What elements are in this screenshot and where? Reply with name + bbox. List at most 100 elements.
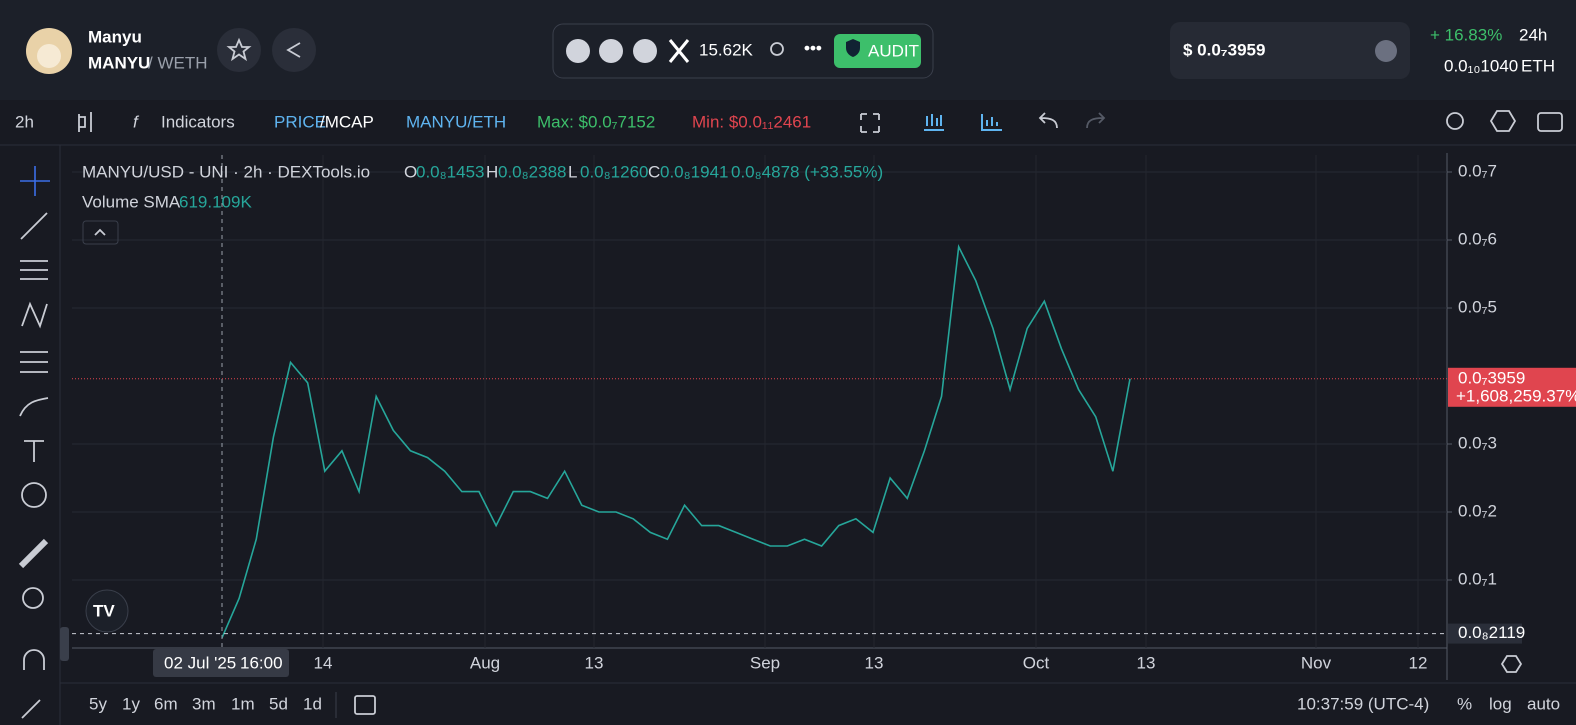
magnet-tool[interactable] [23,649,45,670]
edit-tool[interactable] [21,699,41,719]
x-tick-label: 13 [1137,653,1156,672]
percent-toggle[interactable]: % [1457,694,1472,713]
pair-base: MANYU [88,53,150,72]
axis-settings-icon[interactable] [1500,655,1523,673]
date-range-icon[interactable] [354,695,376,715]
x-tick-label: 13 [865,653,884,672]
x-tick-label: Oct [1023,653,1050,672]
fib-tool[interactable] [20,260,48,280]
x-link[interactable] [668,39,690,63]
price-line [221,244,1131,639]
zoom-tool[interactable] [22,587,44,609]
range-button[interactable]: 3m [192,694,216,713]
star-icon [226,37,252,62]
crosshair-tool[interactable] [20,166,50,196]
range-button[interactable]: 5d [269,694,288,713]
plot: 02 Jul '25 16:000.0₇3959+1,608,259.37%0.0… [72,155,1576,677]
range-buttons: 5y 1y 6m 3m 1m 5d 1d [89,694,322,713]
token-name: Manyu [88,27,142,46]
eth-unit: ETH [1521,56,1555,75]
range-button[interactable]: 6m [154,694,178,713]
last-price-change: +1,608,259.37% [1456,386,1576,405]
collapse-button[interactable] [82,220,119,245]
price: $ 0.0₇3959 [1183,40,1265,59]
x-tick-label: 14 [314,653,333,672]
legend-change: 0.0₈4878 (+33.55%) [731,162,883,181]
token-logo-face [37,44,61,68]
x-tick-label: 12 [1409,653,1428,672]
mcap-toggle[interactable]: /MCAP [320,112,374,131]
settings-icon[interactable] [1489,110,1517,132]
candles-icon[interactable] [78,112,92,132]
website-link[interactable] [599,39,623,63]
y-tick-label: 0.0₇5 [1458,297,1497,316]
high-label: H [486,162,498,181]
bars-icon[interactable] [981,114,1002,131]
crosshair-date: 02 Jul '25 [164,653,236,672]
y-tick-label: 0.0₇7 [1458,161,1497,180]
volume-label: Volume SMA [82,192,181,211]
prediction-tool[interactable] [20,351,48,373]
screenshot-icon[interactable] [1537,112,1563,132]
interval[interactable]: 2h [15,112,34,131]
range-button[interactable]: 5y [89,694,107,713]
telegram-link[interactable] [633,39,657,63]
volume-value: 619.109K [179,192,252,211]
search-icon[interactable] [770,42,784,56]
price-toggle[interactable]: PRICE [274,112,326,131]
legend-title: MANYU/USD - UNI · 2h · DEXTools.io [82,162,370,181]
y-tick-label: 0.0₇1 [1458,569,1497,588]
indicators[interactable]: Indicators [161,112,235,131]
x-tick-label: Nov [1301,653,1332,672]
open-value: 0.0₈1453 [416,162,485,181]
x-tick-label: 13 [585,653,604,672]
last-price-box [1448,367,1576,407]
share-button[interactable] [272,28,316,72]
share-icon [286,42,301,58]
pair-toggle[interactable]: MANYU/ETH [406,112,506,131]
close-label: C [648,162,660,181]
y-tick-label: 0.0₇2 [1458,501,1497,520]
clock: 10:37:59 (UTC-4) [1297,694,1429,713]
price-panel [1170,22,1410,79]
scroll-handle[interactable] [60,627,69,661]
ruler-tool[interactable] [18,538,49,569]
info-icon[interactable] [1375,40,1397,62]
trendline-tool[interactable] [20,212,48,240]
collapse-icon [94,228,106,236]
change-24h: + 16.83% [1430,25,1502,44]
dextools-link[interactable] [566,39,590,63]
low-value: 0.0₈1260 [580,162,649,181]
brush-tool[interactable] [19,397,49,417]
price-eth: 0.0₁₀1040 [1444,56,1518,75]
tv-logo-mark: TV [93,601,115,620]
open-label: O [404,162,417,181]
y-tick-label: 0.0₇6 [1458,229,1497,248]
tv-logo [85,589,129,633]
level-label: 0.0₈2119 [1458,623,1525,642]
close-value: 0.0₈1941 [660,162,729,181]
favorite-button[interactable] [217,28,261,72]
alert-icon[interactable] [1446,112,1464,130]
fx-icon: f [133,112,140,131]
undo-icon[interactable] [1038,112,1058,129]
emoji-tool[interactable] [21,482,47,508]
pattern-tool[interactable] [21,301,48,329]
fullscreen-icon[interactable] [860,113,880,133]
level-box [1448,623,1522,644]
auto-toggle[interactable]: auto [1527,694,1560,713]
text-tool[interactable] [24,440,44,462]
range-button[interactable]: 1d [303,694,322,713]
range-button[interactable]: 1y [122,694,140,713]
more-icon[interactable]: ••• [804,38,822,57]
crosshair-date-box [153,649,289,677]
log-toggle[interactable]: log [1489,694,1512,713]
range-button[interactable]: 1m [231,694,255,713]
followers: 15.62K [699,40,754,59]
x-tick-label: Sep [750,653,780,672]
period: 24h [1519,25,1547,44]
chart-type-icon[interactable] [924,114,944,131]
